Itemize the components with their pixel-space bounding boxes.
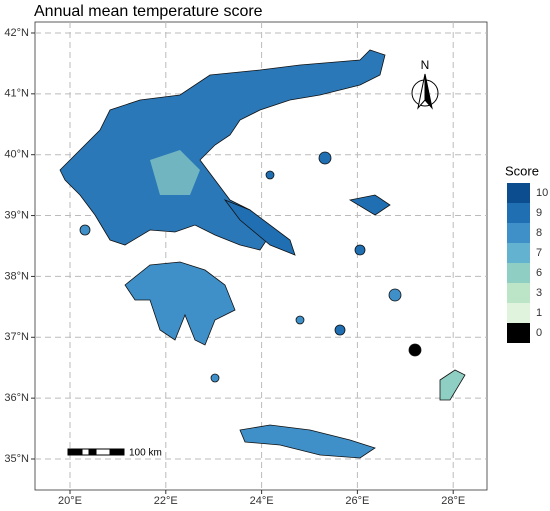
y-tick-label: 39°N [4,209,29,221]
scale-label: 100 km [129,448,162,459]
island [334,324,346,336]
scale-bar: 100 km [67,448,162,459]
legend-swatch [507,183,530,203]
scale-seg [81,448,90,456]
legend-label: 1 [536,307,542,319]
island [265,170,275,180]
map-title: Annual mean temperature score [34,3,263,20]
euboea [223,199,296,256]
island [354,244,366,256]
land [59,49,466,459]
y-tick-label: 36°N [4,392,29,404]
peloponnese [124,261,236,346]
crete [239,424,376,459]
y-tick-label: 35°N [4,453,29,465]
y-tick-label: 42°N [4,27,29,39]
x-tick-label: 20°E [58,495,82,507]
y-tick-label: 40°N [4,149,29,161]
y-tick-label: 38°N [4,270,29,282]
island [79,224,91,236]
island [408,343,422,357]
rhodes [439,369,466,401]
island [318,151,332,165]
scale-seg [67,448,83,456]
legend-label: 0 [536,327,542,339]
north-right [424,73,433,110]
y-tick-label: 41°N [4,88,29,100]
island [210,373,220,383]
x-tick-label: 28°E [441,495,465,507]
legend-swatch [507,223,530,243]
x-tick-label: 22°E [154,495,178,507]
legend-label: 7 [536,247,542,259]
legend-label: 8 [536,227,542,239]
scale-seg [109,448,125,456]
lesvos [348,194,391,216]
x-tick-label: 26°E [345,495,369,507]
x-tick-label: 24°E [250,495,274,507]
lowland [150,150,200,195]
mainland [59,49,386,251]
north-arrow: N [411,58,439,110]
legend-swatch [507,303,530,323]
legend-label: 10 [536,187,548,199]
legend-label: 6 [536,267,542,279]
legend-swatch [507,243,530,263]
north-label: N [421,58,430,72]
legend-label: 3 [536,287,542,299]
island [388,288,402,302]
island [295,315,305,325]
scale-seg [95,448,111,456]
legend-title: Score [505,163,539,178]
legend-swatch [507,283,530,303]
scale-seg [88,448,97,456]
legend-swatch [507,263,530,283]
legend-swatch [507,323,530,343]
legend-label: 9 [536,207,542,219]
y-tick-label: 37°N [4,331,29,343]
legend-swatch [507,203,530,223]
